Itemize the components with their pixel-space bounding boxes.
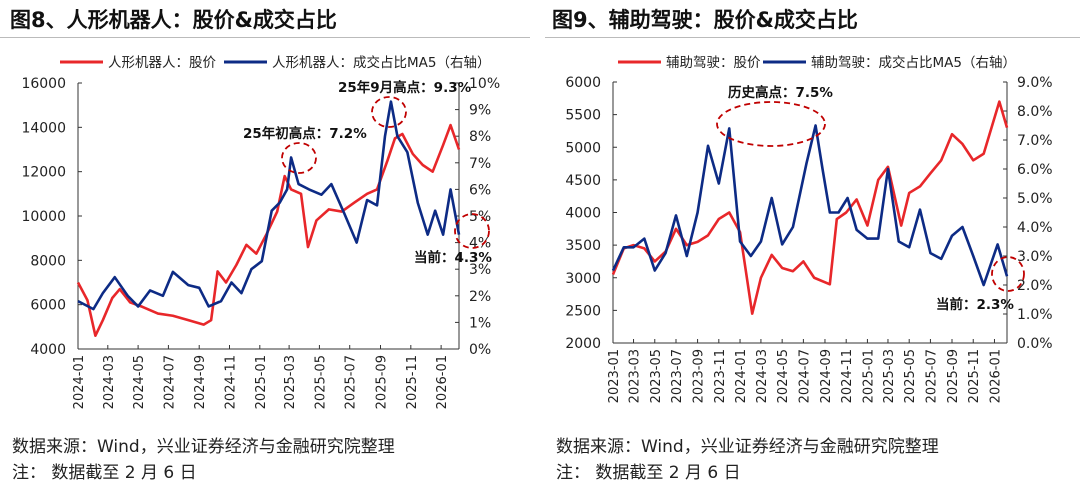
note-right: 注： 数据截至 2 月 6 日: [556, 463, 741, 483]
y-tick-label-right: 2.0%: [1017, 278, 1053, 294]
x-tick-label: 2025-09: [946, 349, 961, 403]
annotation-circle: [371, 96, 407, 128]
y-tick-label-left: 14000: [21, 120, 66, 136]
chart-title-right: 图9、辅助驾驶：股价&成交占比: [552, 8, 858, 32]
annotation-label: 25年9月高点：9.3%: [338, 79, 472, 96]
annotation-label: 当前：2.3%: [936, 296, 1014, 313]
legend-label: 人形机器人：成交占比MA5（右轴）: [272, 54, 490, 71]
y-tick-label-left: 5000: [565, 140, 601, 156]
y-tick-label-right: 1.0%: [1017, 307, 1053, 323]
y-tick-label-right: 0%: [469, 342, 491, 358]
x-tick-label: 2025-01: [861, 349, 876, 403]
x-tick-label: 2024-09: [193, 355, 208, 409]
y-tick-label-left: 6000: [565, 75, 601, 91]
x-tick-label: 2024-07: [797, 349, 812, 403]
ratio-line: [77, 100, 461, 311]
y-tick-label-right: 1%: [469, 315, 491, 331]
x-tick-label: 2024-05: [776, 349, 791, 403]
x-tick-label: 2025-11: [967, 349, 982, 403]
x-tick-label: 2025-03: [283, 355, 298, 409]
x-tick-label: 2024-11: [840, 349, 855, 403]
y-tick-label-left: 5500: [565, 108, 601, 124]
y-tick-label-left: 4000: [30, 342, 66, 358]
x-tick-label: 2024-03: [755, 349, 770, 403]
x-tick-label: 2026-01: [988, 349, 1003, 403]
x-tick-label: 2024-05: [132, 355, 147, 409]
x-tick-label: 2025-11: [405, 355, 420, 409]
annotation-circle: [454, 213, 490, 249]
x-tick-label: 2025-07: [924, 349, 939, 403]
y-tick-label-right: 8%: [469, 129, 491, 145]
legend-label: 辅助驾驶：成交占比MA5（右轴）: [811, 54, 1016, 71]
x-tick-label: 2025-09: [375, 355, 390, 409]
y-tick-label-right: 8.0%: [1017, 104, 1053, 120]
x-tick-label: 2025-07: [344, 355, 359, 409]
y-tick-label-left: 4500: [565, 173, 601, 189]
y-tick-label-left: 3000: [565, 271, 601, 287]
x-tick-label: 2025-05: [313, 355, 328, 409]
x-tick-label: 2026-01: [435, 355, 450, 409]
x-tick-label: 2023-11: [713, 349, 728, 403]
ratio-line: [611, 124, 1009, 287]
x-tick-label: 2025-03: [882, 349, 897, 403]
y-tick-label-left: 16000: [21, 76, 66, 92]
y-tick-label-right: 9%: [469, 103, 491, 119]
legend-label: 辅助驾驶：股价: [666, 55, 761, 71]
x-tick-label: 2023-01: [607, 349, 622, 403]
x-tick-label: 2024-11: [224, 355, 239, 409]
legend-label: 人形机器人：股价: [108, 55, 216, 71]
title-divider: [0, 37, 530, 38]
annotation-circle: [716, 101, 826, 147]
y-tick-label-right: 4.0%: [1017, 220, 1053, 236]
y-tick-label-right: 7%: [469, 156, 491, 172]
y-tick-label-left: 3500: [565, 238, 601, 254]
x-tick-label: 2025-01: [254, 355, 269, 409]
annotation-circle: [281, 142, 317, 174]
y-tick-label-left: 12000: [21, 165, 66, 181]
x-tick-label: 2024-01: [72, 355, 87, 409]
y-tick-label-left: 2500: [565, 303, 601, 319]
annotation-label: 当前：4.3%: [414, 249, 492, 266]
x-tick-label: 2023-07: [670, 349, 685, 403]
source-left: 数据来源：Wind，兴业证券经济与金融研究院整理: [12, 437, 395, 457]
x-tick-label: 2023-03: [628, 349, 643, 403]
y-tick-label-left: 2000: [565, 336, 601, 352]
x-tick-label: 2025-05: [903, 349, 918, 403]
y-tick-label-left: 6000: [30, 298, 66, 314]
y-tick-label-right: 6.0%: [1017, 162, 1053, 178]
chart-title-left: 图8、人形机器人：股价&成交占比: [10, 8, 337, 32]
y-tick-label-right: 5%: [469, 209, 491, 225]
x-tick-label: 2023-09: [692, 349, 707, 403]
y-tick-label-left: 10000: [21, 209, 66, 225]
y-tick-label-right: 3.0%: [1017, 249, 1053, 265]
annotation-label: 历史高点：7.5%: [728, 84, 833, 101]
annotation-label: 25年初高点：7.2%: [243, 125, 367, 142]
y-tick-label-right: 2%: [469, 289, 491, 305]
y-tick-label-right: 7.0%: [1017, 133, 1053, 149]
x-tick-label: 2024-07: [162, 355, 177, 409]
y-tick-label-left: 4000: [565, 206, 601, 222]
y-tick-label-right: 3%: [469, 262, 491, 278]
y-tick-label-right: 5.0%: [1017, 191, 1053, 207]
x-tick-label: 2023-05: [649, 349, 664, 403]
y-tick-label-right: 0.0%: [1017, 336, 1053, 352]
source-right: 数据来源：Wind，兴业证券经济与金融研究院整理: [556, 437, 939, 457]
x-tick-label: 2024-01: [734, 349, 749, 403]
note-left: 注： 数据截至 2 月 6 日: [12, 463, 197, 483]
y-tick-label-right: 6%: [469, 182, 491, 198]
x-tick-label: 2024-03: [102, 355, 117, 409]
y-tick-label-right: 10%: [469, 76, 500, 92]
price-line: [611, 100, 1009, 315]
y-tick-label-left: 8000: [30, 253, 66, 269]
y-tick-label-right: 9.0%: [1017, 75, 1053, 91]
annotation-circle: [991, 256, 1025, 292]
x-tick-label: 2024-09: [819, 349, 834, 403]
title-divider: [545, 37, 1080, 38]
